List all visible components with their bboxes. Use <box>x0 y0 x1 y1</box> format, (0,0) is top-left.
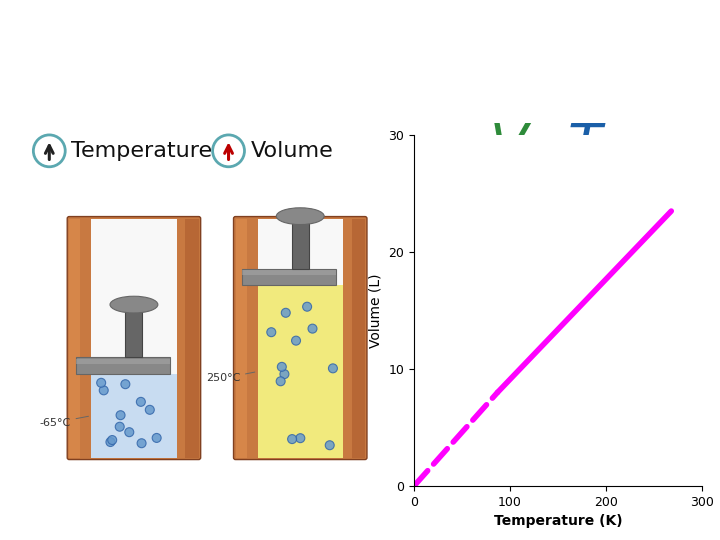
Ellipse shape <box>110 296 158 313</box>
Text: T: T <box>567 120 601 173</box>
X-axis label: Temperature (K): Temperature (K) <box>494 514 622 528</box>
FancyBboxPatch shape <box>67 217 201 460</box>
Circle shape <box>292 336 300 345</box>
Circle shape <box>125 428 134 437</box>
Circle shape <box>308 324 317 333</box>
FancyBboxPatch shape <box>233 217 367 460</box>
Text: V: V <box>490 120 528 173</box>
Bar <box>258 219 343 457</box>
Circle shape <box>287 435 297 443</box>
Bar <box>235 219 246 457</box>
Circle shape <box>296 434 305 443</box>
Y-axis label: Volume (L): Volume (L) <box>369 273 383 348</box>
Circle shape <box>328 364 338 373</box>
Circle shape <box>121 380 130 389</box>
Circle shape <box>277 362 287 372</box>
Text: 250°C: 250°C <box>206 372 255 383</box>
Bar <box>76 359 170 364</box>
Circle shape <box>152 434 161 442</box>
Circle shape <box>276 377 285 386</box>
Circle shape <box>280 370 289 379</box>
Circle shape <box>325 441 334 450</box>
Bar <box>91 219 176 457</box>
Circle shape <box>145 406 154 414</box>
Circle shape <box>115 422 125 431</box>
Bar <box>186 219 199 457</box>
Circle shape <box>96 379 106 387</box>
Bar <box>76 357 170 374</box>
Ellipse shape <box>276 208 324 225</box>
Circle shape <box>136 397 145 406</box>
Circle shape <box>116 411 125 420</box>
Bar <box>352 219 365 457</box>
Bar <box>125 305 143 357</box>
Bar <box>242 271 336 275</box>
Circle shape <box>108 436 117 444</box>
Text: Charles’s Law | Temp and Volume: Charles’s Law | Temp and Volume <box>20 23 719 66</box>
Text: Temperature: Temperature <box>71 141 212 161</box>
Bar <box>292 216 309 269</box>
Circle shape <box>282 308 290 318</box>
Text: ∝: ∝ <box>529 121 567 173</box>
Circle shape <box>99 386 108 395</box>
Bar <box>69 219 80 457</box>
Text: Volume: Volume <box>251 141 333 161</box>
Circle shape <box>106 437 115 447</box>
Text: -65°C: -65°C <box>40 416 89 428</box>
Circle shape <box>267 328 276 336</box>
Circle shape <box>302 302 312 311</box>
Circle shape <box>137 439 146 448</box>
Bar <box>258 286 343 457</box>
Bar <box>91 374 176 457</box>
Bar <box>242 269 336 286</box>
